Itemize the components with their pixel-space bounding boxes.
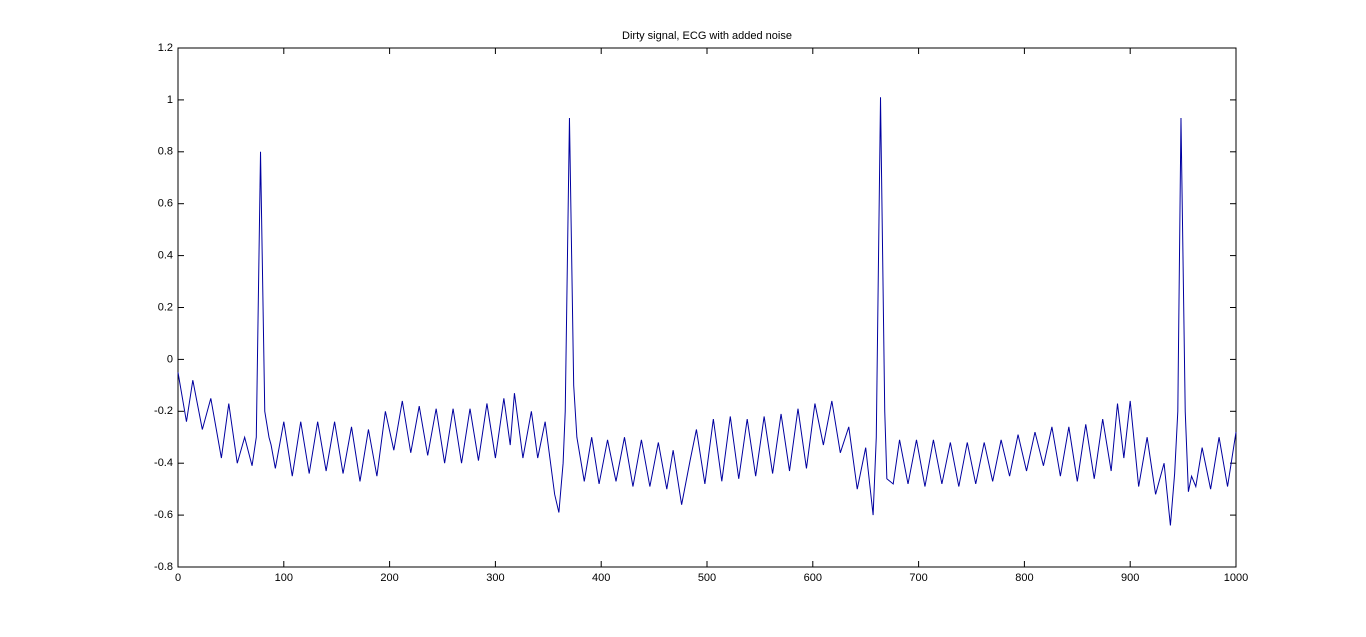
y-tick-label: 0.8 (158, 146, 173, 158)
y-tick-label: -0.8 (154, 561, 173, 573)
x-tick-label: 600 (804, 572, 822, 584)
y-tick-label: -0.6 (154, 509, 173, 521)
y-tick-label: 0.2 (158, 301, 173, 313)
x-tick-label: 200 (380, 572, 398, 584)
y-tick-label: 0.4 (158, 250, 173, 262)
x-tick-label: 900 (1121, 572, 1139, 584)
y-tick-label: 1 (167, 94, 173, 106)
y-tick-label: -0.4 (154, 457, 173, 469)
x-tick-label: 1000 (1224, 572, 1248, 584)
x-tick-label: 800 (1015, 572, 1033, 584)
x-tick-label: 500 (698, 572, 716, 584)
x-tick-label: 700 (909, 572, 927, 584)
y-tick-label: 0.6 (158, 198, 173, 210)
plot-frame (177, 47, 1237, 568)
x-tick-label: 400 (592, 572, 610, 584)
signal-line (177, 97, 1237, 526)
y-tick-label: 1.2 (158, 42, 173, 54)
y-tick-label: -0.2 (154, 405, 173, 417)
x-tick-label: 300 (486, 572, 504, 584)
y-tick-label: 0 (167, 353, 173, 365)
x-tick-label: 0 (175, 572, 181, 584)
x-tick-label: 100 (275, 572, 293, 584)
chart-title: Dirty signal, ECG with added noise (622, 30, 792, 42)
